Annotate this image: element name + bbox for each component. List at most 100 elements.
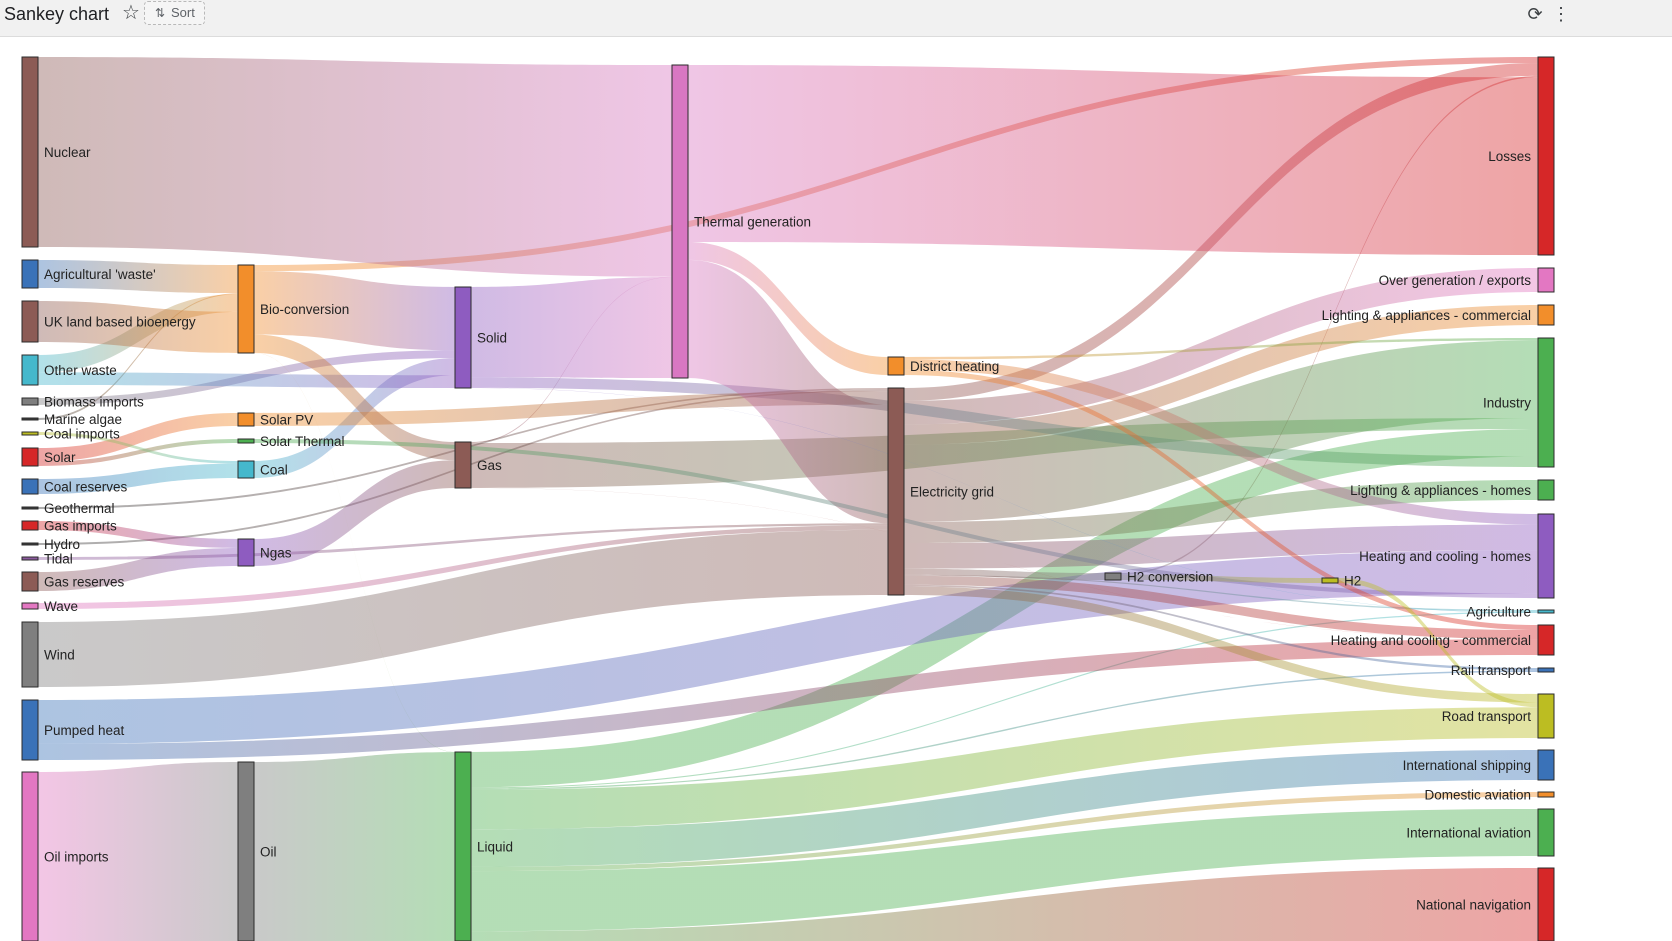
sankey-node[interactable] [21,506,39,510]
sankey-link[interactable] [254,460,455,566]
sankey-link[interactable] [471,417,1538,488]
sankey-node[interactable] [21,542,39,546]
sankey-link[interactable] [38,413,238,462]
star-icon[interactable]: ☆ [122,2,140,24]
sankey-node[interactable] [237,264,255,354]
sankey-node[interactable] [21,259,39,289]
sankey-node[interactable] [21,354,39,386]
sankey-node[interactable] [454,441,472,489]
sankey-node[interactable] [21,556,39,561]
sankey-link[interactable] [471,277,672,378]
sankey-link[interactable] [904,305,1538,445]
sankey-node[interactable] [237,412,255,427]
sankey-link[interactable] [471,809,1538,932]
sankey-link[interactable] [688,65,1538,255]
sankey-node[interactable] [21,602,39,610]
sankey-node[interactable] [21,520,39,531]
sankey-node[interactable] [1537,609,1555,614]
sankey-node[interactable] [237,761,255,941]
sankey-link[interactable] [904,575,1538,640]
sankey-node[interactable] [887,387,905,596]
sankey-node[interactable] [21,417,39,421]
sankey-link[interactable] [38,301,238,353]
sankey-link[interactable] [38,432,238,464]
sankey-node[interactable] [1537,808,1555,857]
sankey-link[interactable] [38,372,455,388]
sankey-node[interactable] [21,771,39,941]
sankey-link[interactable] [904,369,1538,631]
sankey-node[interactable] [21,447,39,467]
sankey-link[interactable] [254,391,888,426]
sankey-link[interactable] [254,334,455,461]
sankey-node[interactable] [1537,693,1555,739]
sankey-link[interactable] [38,529,888,687]
sankey-link[interactable] [38,523,888,560]
sankey-node[interactable] [1537,479,1555,501]
sankey-node[interactable] [887,356,905,376]
sankey-node[interactable] [1537,749,1555,781]
sort-button[interactable]: ⇅ Sort [144,1,205,25]
sankey-node[interactable] [454,751,472,941]
sankey-node[interactable] [21,621,39,688]
sankey-link[interactable] [38,525,888,609]
sankey-link[interactable] [904,586,1538,703]
refresh-icon[interactable]: ⟳ [1527,4,1543,24]
sankey-link[interactable] [904,359,1538,525]
sankey-node[interactable] [454,286,472,389]
sankey-node[interactable] [21,397,39,406]
sankey-link[interactable] [254,271,455,351]
sankey-link[interactable] [38,762,238,941]
sankey-node[interactable] [1537,56,1555,256]
sankey-link[interactable] [471,750,1538,867]
sankey-link[interactable] [904,568,1105,580]
more-vert-icon[interactable]: ⋮ [1552,4,1570,24]
sankey-node[interactable] [1321,577,1339,584]
sankey-link[interactable] [904,480,1538,544]
sankey-link[interactable] [688,241,888,375]
sankey-link[interactable] [471,387,1538,613]
sankey-link[interactable] [254,752,455,941]
sankey-node[interactable] [1537,867,1555,941]
sankey-link[interactable] [688,259,888,524]
sankey-node[interactable] [1537,624,1555,656]
sankey-node[interactable] [21,571,39,592]
sankey-link[interactable] [254,352,455,753]
sankey-node[interactable] [1537,667,1555,673]
sankey-node[interactable] [1537,304,1555,326]
sankey-node[interactable] [21,699,39,761]
sankey-link[interactable] [471,670,1538,790]
sankey-link[interactable] [904,268,1538,425]
sankey-link[interactable] [38,547,238,591]
sankey-node[interactable] [1537,267,1555,293]
sankey-link[interactable] [904,574,1538,612]
sankey-node[interactable] [1537,337,1555,468]
sankey-link[interactable] [471,611,1538,789]
sankey-node[interactable] [1537,791,1555,798]
sankey-link[interactable] [1121,75,1538,575]
sankey-link[interactable] [38,260,238,294]
sankey-node[interactable] [21,56,39,248]
sankey-link[interactable] [471,487,1538,640]
sankey-link[interactable] [904,338,1538,360]
sankey-link[interactable] [38,639,1538,760]
sankey-link[interactable] [38,463,238,494]
sankey-link[interactable] [1338,578,1538,708]
sankey-node[interactable] [237,538,255,567]
sankey-link[interactable] [1121,574,1322,583]
sankey-node[interactable] [1104,572,1122,581]
sankey-node[interactable] [671,64,689,379]
sankey-link[interactable] [471,707,1538,830]
sankey-link[interactable] [38,293,238,420]
sankey-link[interactable] [471,792,1538,872]
sankey-link[interactable] [38,521,238,548]
sankey-node[interactable] [1537,513,1555,599]
sankey-node[interactable] [237,438,255,444]
sankey-link[interactable] [904,584,1538,671]
sankey-link[interactable] [471,868,1538,941]
sankey-node[interactable] [21,431,39,436]
sankey-link[interactable] [471,377,1538,467]
sankey-node[interactable] [21,478,39,495]
sankey-node[interactable] [237,460,255,479]
sankey-node[interactable] [21,300,39,343]
sankey-link[interactable] [38,57,672,277]
